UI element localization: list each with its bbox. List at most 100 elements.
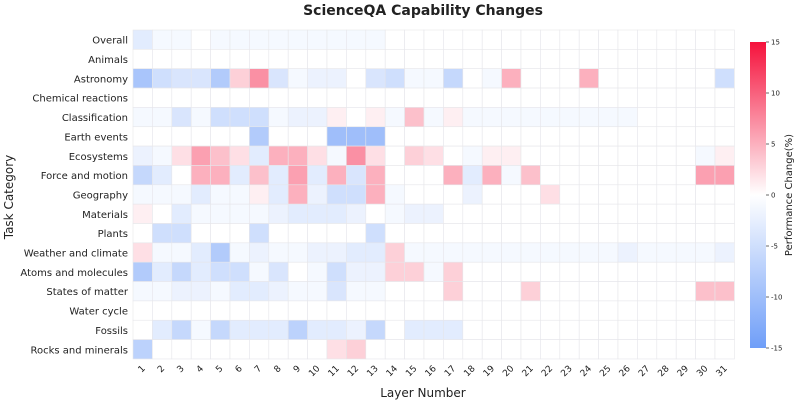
heatmap-cell	[132, 300, 153, 321]
heatmap-cell	[171, 281, 192, 302]
heatmap-cell	[714, 126, 735, 147]
heatmap-cell	[578, 49, 599, 69]
heatmap-cell	[384, 281, 405, 302]
heatmap-cell	[249, 242, 270, 263]
y-tick-label: Rocks and minerals	[30, 345, 128, 356]
heatmap-cell	[365, 165, 386, 186]
heatmap-cell	[384, 223, 405, 244]
heatmap-cell	[190, 165, 211, 186]
heatmap-cell	[675, 126, 696, 147]
heatmap-cell	[443, 145, 464, 166]
heatmap-cell	[384, 184, 405, 205]
heatmap-cell	[598, 184, 619, 205]
x-tick-label: 1	[137, 364, 148, 375]
heatmap-cell	[171, 68, 192, 89]
heatmap-cell	[171, 87, 192, 108]
heatmap-cell	[656, 300, 677, 321]
heatmap-cell	[210, 184, 231, 205]
heatmap-cell	[346, 242, 367, 263]
heatmap-cell	[210, 165, 231, 186]
heatmap-cell	[559, 126, 580, 147]
heatmap-cell	[443, 165, 464, 186]
heatmap-cell	[229, 126, 250, 147]
heatmap-cell	[132, 339, 153, 360]
heatmap-cell	[443, 184, 464, 205]
heatmap-cell	[229, 68, 250, 89]
heatmap-cell	[210, 107, 231, 128]
heatmap-cell	[462, 319, 483, 340]
heatmap-cell	[481, 300, 502, 321]
heatmap-cell	[307, 261, 328, 282]
heatmap-cell	[249, 261, 270, 282]
x-tick-label: 13	[365, 364, 380, 379]
heatmap-cell	[287, 261, 308, 282]
heatmap-cell	[346, 107, 367, 128]
heatmap-cell	[598, 126, 619, 147]
heatmap-cell	[268, 300, 289, 321]
heatmap-cell	[617, 87, 638, 108]
heatmap-cell	[229, 184, 250, 205]
heatmap-cell	[637, 126, 658, 147]
heatmap-cell	[326, 49, 347, 69]
y-tick-label: Plants	[98, 229, 128, 240]
heatmap-cell	[578, 339, 599, 360]
heatmap-cell	[384, 339, 405, 360]
heatmap-cell	[171, 339, 192, 360]
heatmap-cell	[578, 184, 599, 205]
heatmap-cell	[249, 145, 270, 166]
heatmap-cell	[462, 184, 483, 205]
heatmap-cell	[559, 29, 580, 50]
heatmap-cell	[190, 145, 211, 166]
heatmap-cell	[656, 281, 677, 302]
heatmap-cell	[190, 68, 211, 89]
heatmap-cell	[132, 126, 153, 147]
heatmap-cell	[501, 165, 522, 186]
heatmap-cell	[268, 261, 289, 282]
heatmap-cell	[520, 339, 541, 360]
heatmap-cell	[229, 319, 250, 340]
heatmap-cell	[210, 261, 231, 282]
heatmap-cell	[404, 261, 425, 282]
heatmap-cell	[578, 242, 599, 263]
heatmap-cell	[637, 165, 658, 186]
x-tick-label: 6	[234, 364, 245, 375]
heatmap-cell	[171, 107, 192, 128]
y-tick-label: Geography	[73, 190, 128, 201]
heatmap-cell	[675, 165, 696, 186]
colorbar-tick-label: -5	[771, 243, 778, 251]
heatmap-cell	[481, 281, 502, 302]
x-tick-label: 29	[676, 364, 691, 379]
heatmap-cell	[617, 49, 638, 69]
heatmap-cell	[346, 184, 367, 205]
heatmap-cell	[617, 223, 638, 244]
x-tick-label: 2	[156, 364, 167, 375]
heatmap-cell	[287, 68, 308, 89]
heatmap-cell	[365, 319, 386, 340]
heatmap-cell	[637, 261, 658, 282]
heatmap-cell	[656, 29, 677, 50]
heatmap-cell	[656, 242, 677, 263]
heatmap-cell	[190, 87, 211, 108]
heatmap-cell	[384, 300, 405, 321]
heatmap-cell	[326, 281, 347, 302]
heatmap-cell	[695, 339, 716, 360]
heatmap-cell	[190, 107, 211, 128]
heatmap-cell	[598, 203, 619, 224]
heatmap-cell	[714, 68, 735, 89]
heatmap-cell	[443, 319, 464, 340]
heatmap-cell	[152, 203, 173, 224]
heatmap-cell	[462, 87, 483, 108]
colorbar-tick-label: 0	[771, 192, 775, 200]
heatmap-cell	[132, 281, 153, 302]
heatmap-cell	[559, 203, 580, 224]
heatmap-cell	[132, 145, 153, 166]
heatmap-cell	[656, 68, 677, 89]
heatmap-cell	[714, 87, 735, 108]
heatmap-cell	[617, 126, 638, 147]
heatmap-cell	[714, 203, 735, 224]
heatmap-cell	[132, 87, 153, 108]
x-tick-label: 9	[292, 364, 303, 375]
heatmap-cell	[675, 300, 696, 321]
heatmap-cell	[171, 300, 192, 321]
